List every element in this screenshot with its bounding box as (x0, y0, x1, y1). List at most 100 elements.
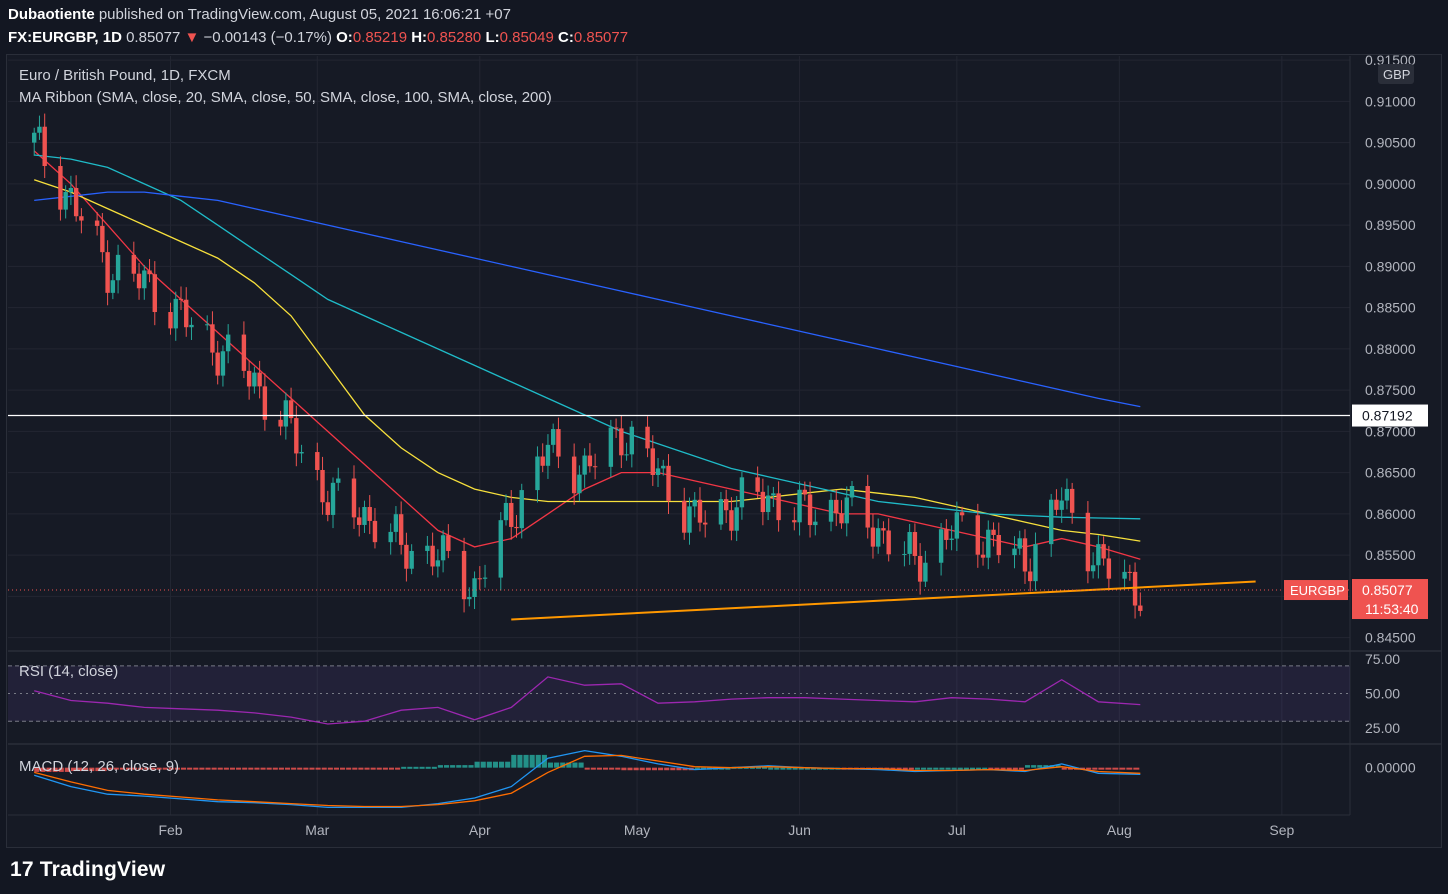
candle-body (545, 444, 551, 466)
macd-histogram-bar (340, 767, 346, 770)
candle-body (692, 499, 697, 507)
candle-body (205, 324, 210, 326)
candle-body (1138, 605, 1143, 611)
time-tick-label: Feb (158, 822, 182, 838)
currency-label: GBP (1383, 67, 1410, 82)
candle-body (587, 455, 593, 467)
candle-body (315, 452, 320, 470)
macd-histogram-bar (768, 767, 774, 770)
candle-body (262, 386, 268, 420)
candle-body (398, 514, 404, 545)
candle-body (288, 400, 294, 419)
candle-body (257, 372, 262, 387)
candle-body (1054, 499, 1059, 510)
macd-histogram-bar (401, 766, 407, 769)
chart-title[interactable]: Euro / British Pound, 1D, FXCM (19, 67, 231, 84)
macd-histogram-bar (266, 767, 272, 770)
macd-histogram-bar (804, 767, 810, 770)
macd-histogram-bar (658, 767, 664, 771)
candle-body (755, 477, 760, 492)
candle-body (367, 507, 372, 521)
chart-frame[interactable] (6, 54, 1442, 848)
candle-body (63, 192, 68, 210)
author-name[interactable]: Dubaotiente (8, 6, 95, 23)
macd-histogram-bar (1112, 767, 1119, 770)
candle-body (834, 499, 839, 514)
macd-histogram-bar (902, 767, 908, 770)
macd-histogram-bar (810, 767, 817, 770)
macd-histogram-bar (1024, 765, 1031, 768)
macd-histogram-bar (187, 767, 193, 770)
macd-histogram-bar (755, 766, 762, 769)
rsi-legend[interactable]: RSI (14, close) (19, 663, 119, 680)
macd-histogram-bar (651, 767, 658, 771)
macd-histogram-bar (633, 767, 639, 771)
macd-histogram-bar (596, 767, 602, 770)
macd-histogram-bar (193, 767, 199, 770)
macd-histogram-bar (70, 767, 77, 772)
candle-body (42, 126, 47, 167)
macd-histogram-bar (933, 767, 939, 770)
rsi-tick-label: 50.00 (1365, 686, 1400, 702)
down-arrow-icon: ▼ (184, 29, 200, 46)
macd-histogram-bar (168, 767, 174, 770)
candle-body (703, 522, 708, 525)
macd-histogram-bar (229, 767, 236, 770)
macd-histogram-bar (529, 754, 535, 768)
macd-histogram-bar (798, 767, 804, 770)
candle-body (519, 490, 524, 529)
candle-body (535, 456, 540, 491)
ma-ribbon-legend[interactable]: MA Ribbon (SMA, close, 20, SMA, close, 5… (19, 89, 552, 106)
candle-body (351, 478, 357, 518)
macd-histogram-bar (670, 767, 676, 771)
time-tick-label: May (624, 822, 650, 838)
candle-body (110, 280, 116, 293)
candle-body (68, 187, 74, 193)
macd-histogram-bar (1000, 767, 1006, 770)
currency-badge (1378, 64, 1414, 84)
hline-price-tag (1352, 404, 1428, 427)
candle-body (619, 428, 624, 456)
candle-body (320, 469, 325, 503)
candle-body (168, 312, 173, 329)
macd-histogram-bar (664, 767, 670, 771)
macd-histogram-bar (474, 761, 480, 768)
candle-body (105, 252, 110, 293)
price-overlays (8, 414, 1350, 621)
rsi-line (34, 676, 1141, 725)
candle-body (425, 545, 430, 551)
tradingview-logo[interactable]: 17 TradingView (10, 858, 165, 882)
candle-body (723, 499, 729, 511)
macd-histogram-bar (523, 754, 529, 768)
candle-body (760, 491, 766, 513)
macd-pane (34, 749, 1141, 809)
macd-histogram-bar (113, 767, 119, 770)
macd-legend[interactable]: MACD (12, 26, close, 9) (19, 758, 180, 775)
candle-body (435, 560, 441, 567)
candle-body (661, 465, 666, 469)
candle-body (283, 400, 289, 427)
time-tick-label: Jul (948, 822, 966, 838)
macd-histogram-bar (639, 767, 645, 771)
macd-histogram-bar (749, 766, 755, 769)
candle-body (687, 506, 692, 533)
candle-body (79, 216, 84, 221)
macd-histogram-bar (297, 767, 303, 770)
macd-histogram-bar (236, 767, 242, 770)
high-label: H: (411, 29, 428, 46)
price-tick-label: 0.86500 (1365, 465, 1416, 481)
macd-tick-label: 0.00000 (1365, 760, 1416, 776)
candle-body (472, 578, 477, 598)
macd-histogram-bar (927, 767, 933, 770)
candle-body (440, 535, 446, 561)
time-tick-label: Jun (788, 822, 811, 838)
macd-histogram-bar (590, 767, 596, 770)
macd-histogram-bar (725, 767, 731, 770)
macd-histogram-bar (921, 767, 927, 770)
macd-histogram-bar (792, 767, 798, 770)
macd-histogram-bar (119, 767, 125, 770)
macd-histogram-bar (101, 767, 107, 772)
macd-histogram-bar (676, 767, 682, 771)
macd-histogram-bar (572, 762, 578, 768)
